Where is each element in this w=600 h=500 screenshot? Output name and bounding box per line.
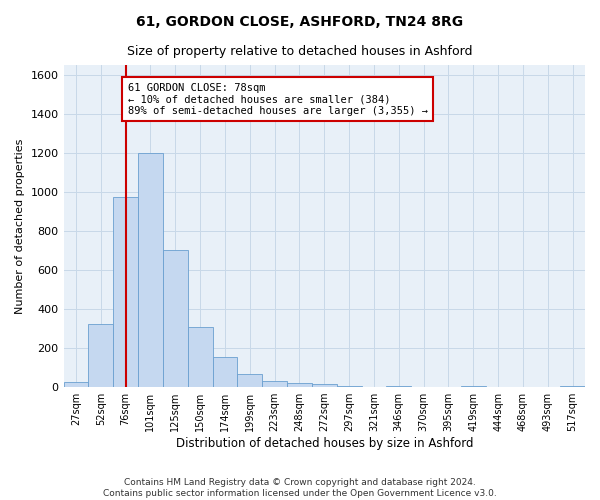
Bar (287, 383, 312, 387)
Bar (163, 250, 188, 387)
Text: Contains HM Land Registry data © Crown copyright and database right 2024.
Contai: Contains HM Land Registry data © Crown c… (103, 478, 497, 498)
Text: 61, GORDON CLOSE, ASHFORD, TN24 8RG: 61, GORDON CLOSE, ASHFORD, TN24 8RG (136, 15, 464, 29)
Bar (386, 386, 411, 387)
X-axis label: Distribution of detached houses by size in Ashford: Distribution of detached houses by size … (176, 437, 473, 450)
Bar (337, 386, 362, 387)
Bar (64, 382, 88, 387)
Bar (138, 153, 163, 387)
Bar (88, 324, 113, 387)
Y-axis label: Number of detached properties: Number of detached properties (15, 138, 25, 314)
Bar (113, 197, 138, 387)
Bar (188, 326, 212, 387)
Bar (212, 357, 238, 387)
Text: 61 GORDON CLOSE: 78sqm
← 10% of detached houses are smaller (384)
89% of semi-de: 61 GORDON CLOSE: 78sqm ← 10% of detached… (128, 82, 428, 116)
Bar (560, 386, 585, 387)
Bar (238, 374, 262, 387)
Bar (461, 386, 485, 387)
Text: Size of property relative to detached houses in Ashford: Size of property relative to detached ho… (127, 45, 473, 58)
Bar (262, 381, 287, 387)
Bar (312, 384, 337, 387)
